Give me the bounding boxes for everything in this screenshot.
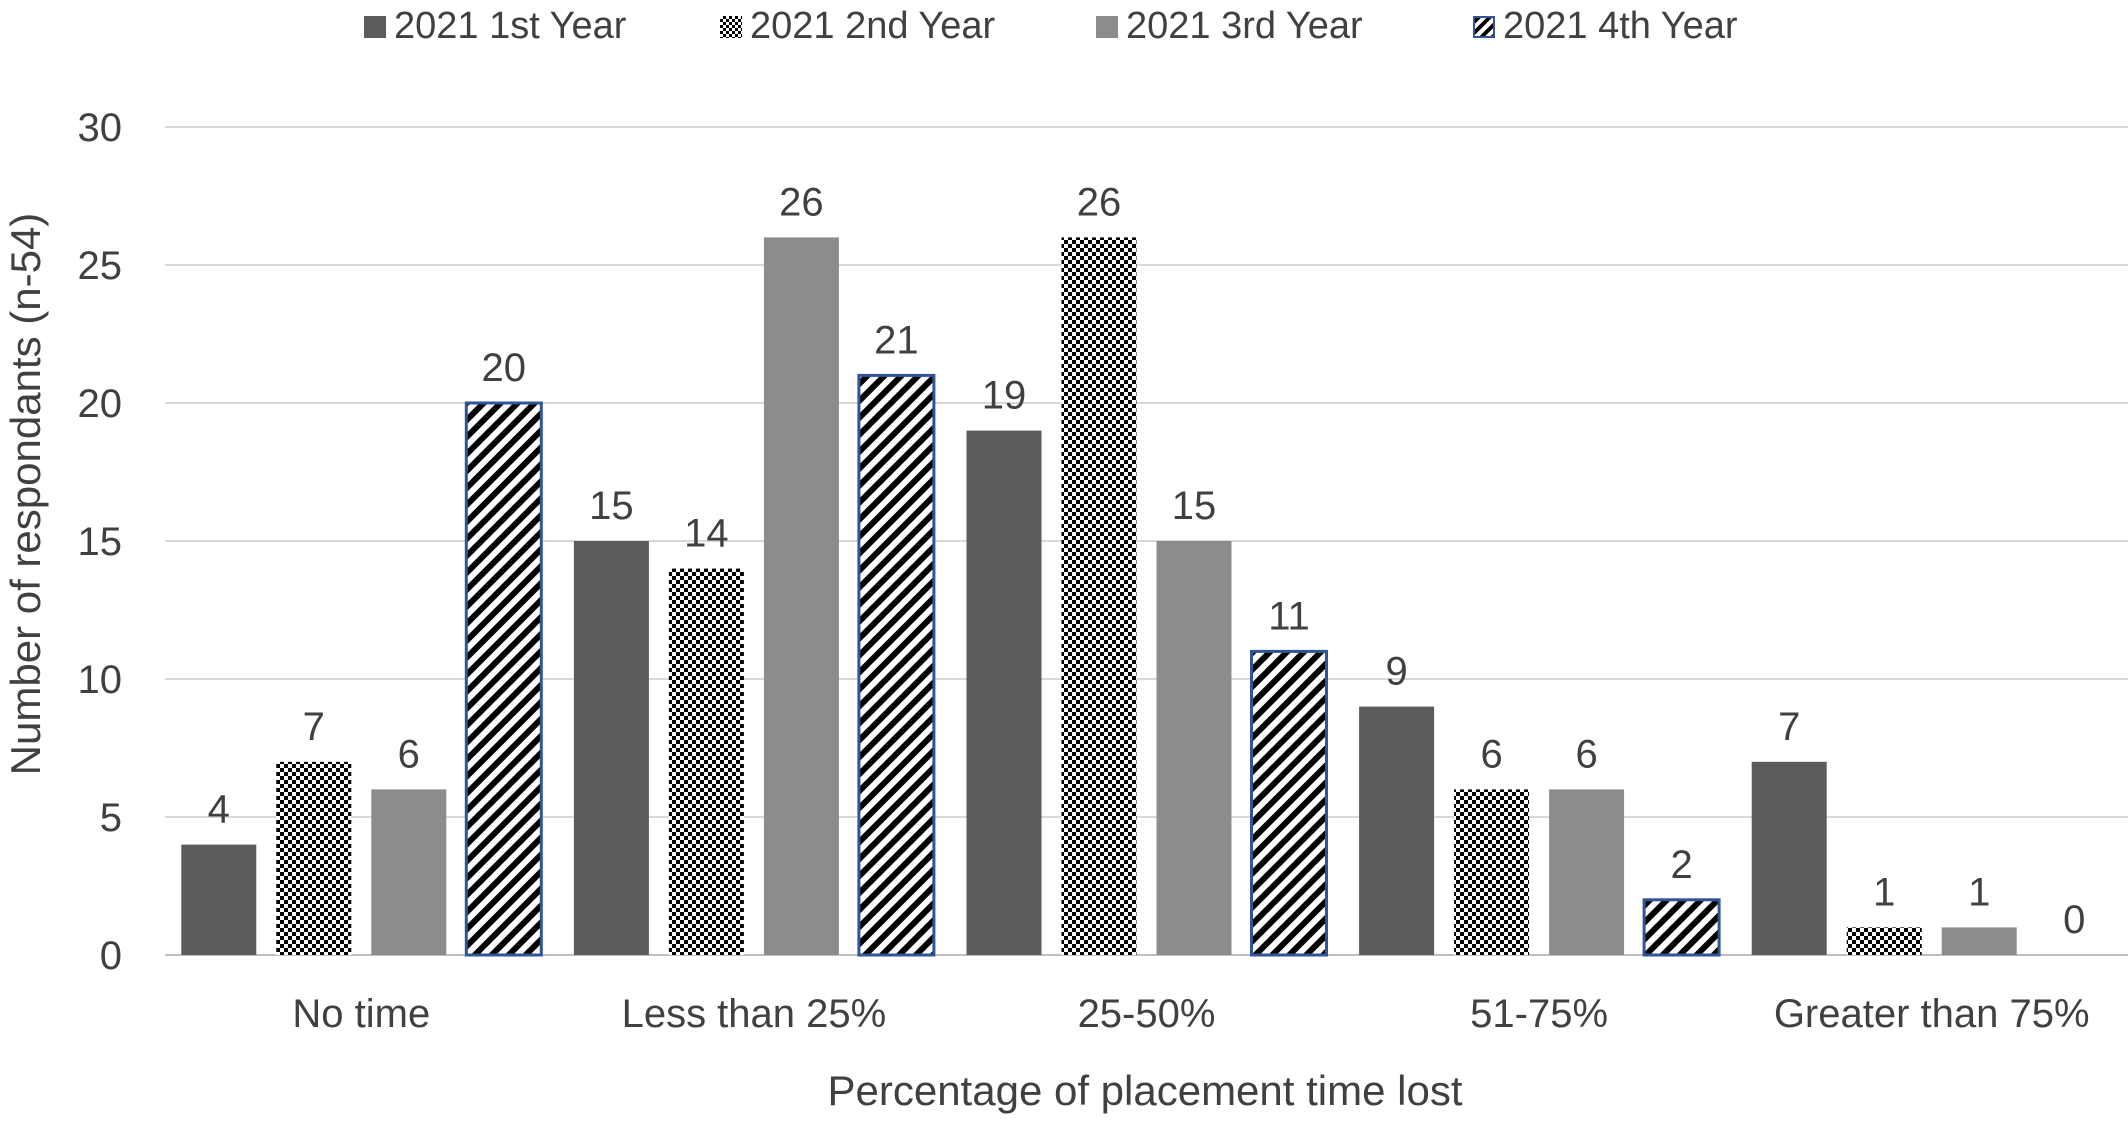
bar-2021-1st-year-2 — [966, 430, 1042, 956]
legend-swatch-1st-year — [364, 15, 386, 38]
bar-2021-3rd-year-4 — [1941, 927, 2017, 955]
bar-2021-4th-year-2 — [1250, 649, 1328, 957]
data-label: 26 — [1077, 180, 1122, 224]
data-label: 4 — [208, 788, 230, 832]
data-label: 20 — [482, 346, 527, 390]
x-tick-label: Greater than 75% — [1774, 992, 2090, 1036]
y-axis-ticks: 0 5 10 15 20 25 30 — [78, 106, 123, 978]
y-axis-title: Number of respondants (n-54) — [2, 213, 49, 776]
data-label: 19 — [982, 374, 1027, 418]
x-tick-label: Less than 25% — [622, 992, 887, 1036]
legend-item-1st-year: 2021 1st Year — [364, 5, 626, 48]
data-label: 1 — [1873, 870, 1895, 914]
data-label: 9 — [1385, 650, 1407, 694]
bar-2021-3rd-year-3 — [1549, 789, 1625, 955]
bar-2021-2nd-year-0 — [276, 761, 352, 955]
legend-swatch-2nd-year — [720, 15, 742, 38]
data-label: 6 — [1480, 732, 1502, 776]
legend-label-2nd-year: 2021 2nd Year — [750, 5, 996, 47]
bar-2021-1st-year-1 — [573, 541, 649, 955]
bar-2021-4th-year-0 — [464, 401, 543, 957]
data-label: 1 — [1968, 870, 1990, 914]
bar-2021-2nd-year-1 — [668, 568, 744, 955]
data-label: 26 — [779, 180, 824, 224]
bar-2021-3rd-year-0 — [371, 789, 447, 955]
data-label: 21 — [874, 318, 919, 362]
data-label: 6 — [398, 732, 420, 776]
y-tick-label: 20 — [78, 382, 123, 426]
bar-2021-4th-year-3 — [1642, 898, 1721, 957]
data-label: 11 — [1268, 594, 1310, 638]
gridlines — [165, 126, 2128, 956]
data-label: 14 — [684, 512, 729, 556]
legend-item-3rd-year: 2021 3rd Year — [1096, 5, 1363, 48]
data-label: 2 — [1670, 843, 1692, 887]
y-tick-label: 15 — [78, 520, 123, 564]
bar-2021-3rd-year-1 — [763, 237, 839, 955]
data-label: 0 — [2063, 898, 2085, 942]
legend-swatch-4th-year — [1473, 15, 1495, 38]
bar-2021-1st-year-0 — [181, 844, 257, 955]
x-axis-title: Percentage of placement time lost — [827, 1067, 1462, 1114]
y-tick-label: 5 — [100, 796, 122, 840]
bar-2021-2nd-year-2 — [1061, 237, 1137, 955]
data-label: 7 — [303, 705, 325, 749]
x-tick-label: No time — [292, 992, 430, 1036]
legend-swatch-3rd-year — [1096, 15, 1118, 38]
x-tick-label: 51-75% — [1470, 992, 1608, 1036]
data-label: 15 — [589, 484, 634, 528]
legend-label-4th-year: 2021 4th Year — [1503, 5, 1738, 47]
bar-2021-2nd-year-3 — [1454, 789, 1530, 955]
y-tick-label: 30 — [78, 106, 123, 150]
x-tick-label: 25-50% — [1078, 992, 1216, 1036]
bar-2021-3rd-year-2 — [1156, 541, 1232, 955]
bar-2021-2nd-year-4 — [1846, 927, 1922, 955]
x-axis-ticks: No time Less than 25% 25-50% 51-75% Greater … — [292, 992, 2089, 1036]
legend-label-1st-year: 2021 1st Year — [394, 5, 627, 47]
data-label: 15 — [1172, 484, 1217, 528]
bar-2021-1st-year-4 — [1751, 761, 1827, 955]
data-label: 7 — [1778, 705, 1800, 749]
legend-label-3rd-year: 2021 3rd Year — [1126, 5, 1363, 47]
y-tick-label: 10 — [78, 658, 123, 702]
bars — [181, 237, 2017, 957]
bar-2021-4th-year-1 — [857, 373, 936, 957]
legend-item-4th-year: 2021 4th Year — [1473, 5, 1738, 48]
y-tick-label: 25 — [78, 244, 123, 288]
bar-2021-1st-year-3 — [1359, 706, 1435, 955]
chart-legend: 2021 1st Year 2021 2nd Year 2021 3rd Yea… — [0, 0, 2128, 50]
y-tick-label: 0 — [100, 934, 122, 978]
data-label: 6 — [1575, 732, 1597, 776]
legend-item-2nd-year: 2021 2nd Year — [720, 5, 995, 48]
